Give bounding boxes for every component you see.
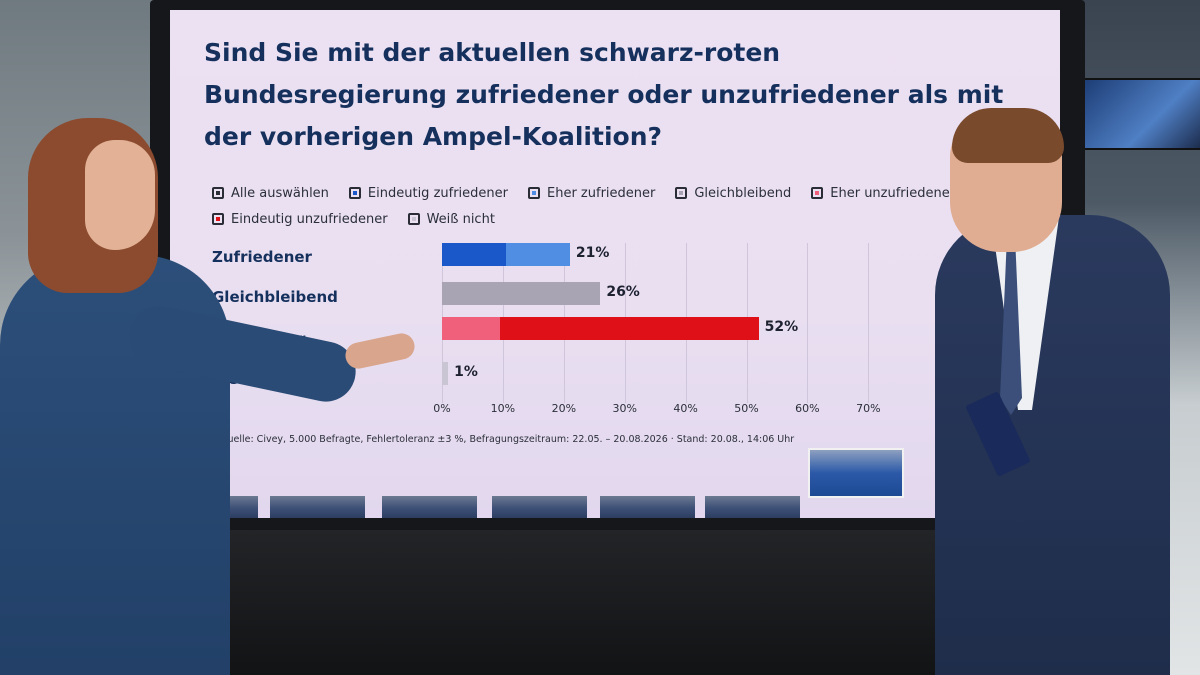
- bar-segment[interactable]: [442, 362, 449, 385]
- thumbnail[interactable]: [492, 496, 587, 518]
- x-tick-label: 60%: [795, 402, 820, 415]
- legend-select-all[interactable]: Alle auswählen: [212, 186, 329, 201]
- chart-legend: Alle auswählen Eindeutig zufriedener Ehe…: [212, 180, 1012, 232]
- checkbox-icon: [528, 187, 540, 199]
- x-tick-label: 40%: [673, 402, 698, 415]
- checkbox-icon: [212, 213, 224, 225]
- data-label: 26%: [606, 284, 640, 300]
- legend-item-label: Eher unzufriedener: [830, 185, 956, 201]
- x-tick-label: 20%: [551, 402, 577, 415]
- checkbox-icon: [212, 187, 224, 199]
- data-label: 21%: [575, 245, 610, 261]
- legend-item-gleichbleibend[interactable]: Gleichbleibend: [675, 186, 791, 201]
- data-label: 52%: [764, 319, 799, 335]
- legend-item-weiss-nicht[interactable]: Weiß nicht: [407, 211, 495, 227]
- gridline: [868, 243, 870, 403]
- gridline: [807, 243, 809, 403]
- thumbnail[interactable]: [600, 496, 695, 518]
- presenter-right: [935, 215, 1170, 675]
- bar-segment[interactable]: [499, 317, 759, 340]
- legend-item-eindeutig-unzufriedener[interactable]: Eindeutig unzufriedener: [212, 212, 388, 227]
- thumbnail-active[interactable]: [808, 448, 904, 498]
- legend-select-all-label: Alle auswählen: [231, 185, 329, 201]
- legend-row-1: Alle auswählen Eindeutig zufriedener Ehe…: [212, 180, 1012, 206]
- checkbox-icon: [407, 213, 420, 225]
- x-tick-label: 50%: [734, 402, 759, 415]
- data-label: 1%: [454, 364, 478, 380]
- x-tick-label: 0%: [433, 402, 451, 415]
- x-tick-label: 10%: [490, 402, 516, 415]
- presenter-right-tie: [1000, 245, 1022, 415]
- legend-item-eindeutig-zufriedener[interactable]: Eindeutig zufriedener: [348, 185, 508, 201]
- studio-monitor: [1080, 78, 1200, 150]
- legend-item-label: Eindeutig unzufriedener: [231, 211, 388, 227]
- x-tick-label: 30%: [612, 402, 637, 415]
- category-label: Zufriedener: [212, 248, 312, 266]
- legend-item-eher-unzufriedener[interactable]: Eher unzufriedener: [811, 186, 955, 201]
- legend-item-label: Eindeutig zufriedener: [367, 185, 508, 201]
- video-wall-screen: Sind Sie mit der aktuellen schwarz-roten…: [170, 10, 1060, 518]
- checkbox-icon: [811, 187, 824, 199]
- chart-title: Sind Sie mit der aktuellen schwarz-roten…: [204, 38, 1004, 151]
- thumbnail[interactable]: [382, 496, 477, 518]
- bar-segment[interactable]: [442, 282, 601, 305]
- bar-segment[interactable]: [442, 243, 506, 266]
- thumbnail-strip: [200, 448, 1040, 518]
- legend-item-label: Eher zufriedener: [547, 185, 656, 201]
- legend-row-2: Eindeutig unzufriedener Weiß nicht: [212, 206, 1012, 232]
- x-tick-label: 70%: [856, 402, 881, 415]
- bar-segment[interactable]: [505, 243, 570, 266]
- legend-item-label: Weiß nicht: [426, 211, 495, 227]
- category-label: Gleichbleibend: [212, 288, 338, 306]
- thumbnail[interactable]: [705, 496, 800, 518]
- checkbox-icon: [675, 187, 688, 199]
- presenter-right-hair: [952, 108, 1064, 163]
- thumbnail[interactable]: [270, 496, 365, 518]
- chart-source: Quelle: Civey, 5.000 Befragte, Fehlertol…: [220, 434, 795, 445]
- checkbox-icon: [348, 187, 361, 199]
- bar-segment[interactable]: [442, 317, 500, 340]
- legend-item-label: Gleichbleibend: [694, 185, 792, 201]
- legend-item-eher-zufriedener[interactable]: Eher zufriedener: [528, 186, 655, 201]
- presenter-left-face: [85, 140, 155, 250]
- studio-console: [215, 530, 975, 675]
